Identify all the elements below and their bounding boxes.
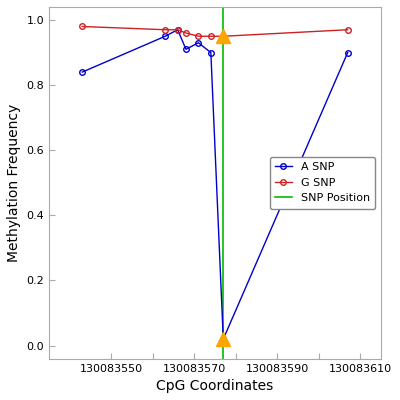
Y-axis label: Methylation Frequency: Methylation Frequency: [7, 104, 21, 262]
X-axis label: CpG Coordinates: CpG Coordinates: [156, 379, 274, 393]
Legend: A SNP, G SNP, SNP Position: A SNP, G SNP, SNP Position: [270, 157, 375, 209]
